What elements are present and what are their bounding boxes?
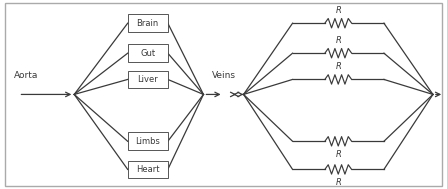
FancyBboxPatch shape	[128, 44, 168, 62]
Text: R: R	[335, 178, 341, 187]
Text: Brain: Brain	[137, 19, 159, 28]
Text: R: R	[335, 5, 341, 15]
Text: R: R	[335, 150, 341, 159]
Text: Aorta: Aorta	[14, 71, 38, 80]
Text: Gut: Gut	[140, 49, 155, 58]
Text: R: R	[335, 62, 341, 71]
Text: Limbs: Limbs	[135, 137, 160, 146]
Text: R: R	[335, 36, 341, 45]
FancyBboxPatch shape	[128, 160, 168, 178]
FancyBboxPatch shape	[128, 14, 168, 32]
Text: Liver: Liver	[137, 75, 158, 84]
Text: Veins: Veins	[212, 71, 236, 80]
FancyBboxPatch shape	[128, 132, 168, 150]
FancyBboxPatch shape	[128, 70, 168, 88]
Text: Heart: Heart	[136, 165, 160, 174]
